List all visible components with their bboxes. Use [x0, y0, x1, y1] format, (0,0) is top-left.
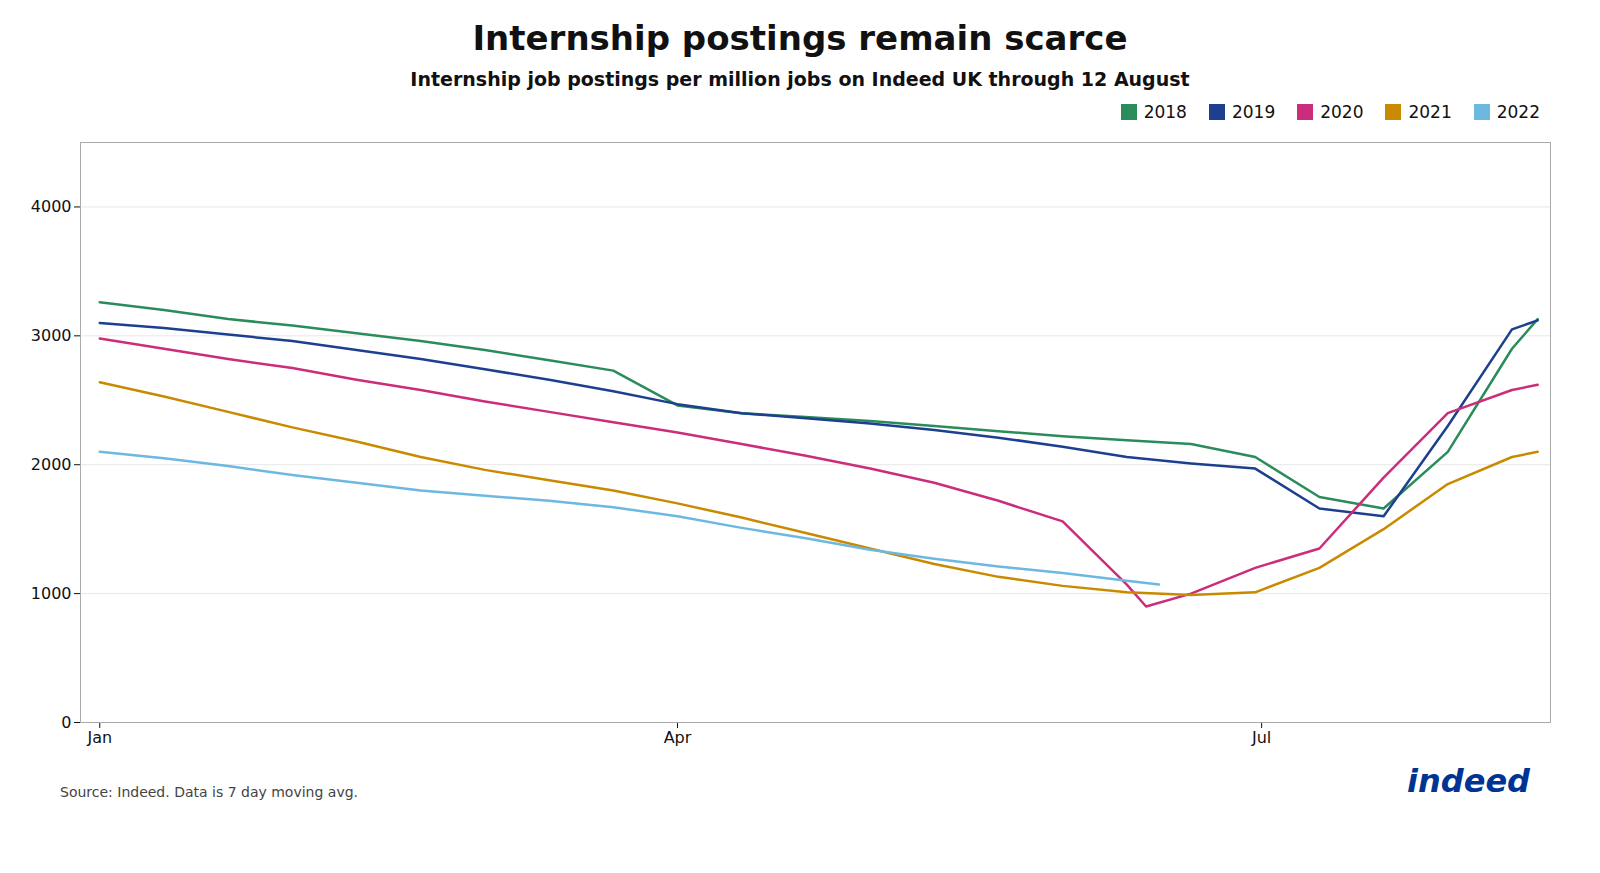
svg-text:4000: 4000: [31, 197, 72, 216]
svg-text:Jul: Jul: [1251, 728, 1271, 747]
html-text:Internship postings remain sca: Internship postings remain scarce: [472, 18, 1128, 58]
svg-text:0: 0: [61, 713, 71, 732]
svg-text:Jan: Jan: [86, 728, 112, 747]
svg-text:1000: 1000: [31, 584, 72, 603]
html-text:Internship job postings per mi: Internship job postings per million jobs…: [410, 68, 1190, 90]
svg-text:2000: 2000: [31, 455, 72, 474]
html-text:2021: 2021: [1408, 102, 1452, 122]
html-text:indeed: indeed: [1407, 762, 1530, 800]
html-text:2020: 2020: [1320, 102, 1364, 122]
html-text:2022: 2022: [1496, 102, 1540, 122]
svg-text:3000: 3000: [31, 326, 72, 345]
svg-text:Apr: Apr: [664, 728, 692, 747]
html-text:2018: 2018: [1143, 102, 1187, 122]
html-text:Source: Indeed. Data is 7 day: Source: Indeed. Data is 7 day moving avg…: [60, 784, 358, 800]
html-text:2019: 2019: [1231, 102, 1276, 122]
